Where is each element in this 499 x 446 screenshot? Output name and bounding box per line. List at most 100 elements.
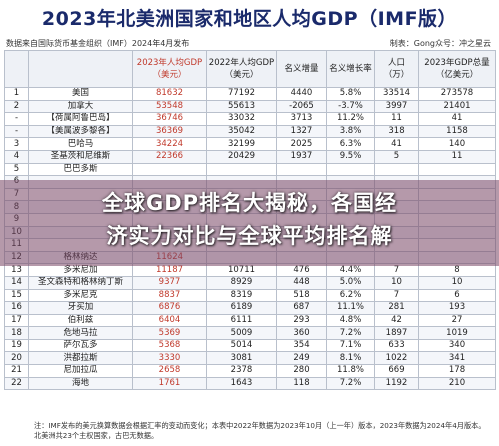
cell-country: 洪都拉斯 (28, 351, 133, 366)
cell-total-gdp: 6 (418, 288, 496, 303)
cell-gdp-2022: 8319 (206, 288, 277, 303)
cell-gdp-2023: 81632 (132, 87, 207, 101)
cell-total-gdp: 21401 (418, 99, 496, 114)
cell-country: 危地马拉 (28, 326, 133, 340)
footnote-line-1: 注：IMF发布的美元换算数据会根据汇率的变动而变化；本表中2022年数据为202… (34, 421, 486, 430)
cell-gdp-2022: 5009 (206, 326, 277, 340)
cell-growth-rate: 6.3% (326, 137, 375, 151)
cell-gdp-2023: 3330 (132, 351, 207, 366)
cell-gdp-2023: 6876 (132, 301, 207, 315)
cell-gdp-2023: 22366 (132, 149, 207, 164)
cell-country: 多米尼克 (28, 288, 133, 303)
cell-total-gdp: 210 (418, 376, 496, 391)
cell-nominal-increase: 1937 (276, 149, 327, 164)
cell-rank: 22 (4, 376, 29, 391)
cell-population: 41 (374, 137, 419, 151)
cell-population: 669 (374, 364, 419, 378)
header-population: 人口 （万） (374, 50, 419, 88)
table-credit: 制表：Gong众号：冲之星云 (389, 39, 491, 48)
cell-country: 海地 (28, 376, 133, 391)
cell-population: 3997 (374, 99, 419, 114)
cell-country: 萨尔瓦多 (28, 338, 133, 353)
header-country (28, 50, 133, 88)
cell-rank: 15 (4, 288, 29, 303)
cell-population: 318 (374, 124, 419, 139)
cell-gdp-2023: 9377 (132, 275, 207, 290)
table-row: 19 萨尔瓦多 5368 5014 354 7.1% 633 340 (4, 338, 496, 353)
table-row: 22 海地 1761 1643 118 7.2% 1192 210 (4, 376, 496, 391)
cell-total-gdp: 273578 (418, 87, 496, 101)
footnote-line-2: 北美洲共23个主权国家，古巴无数据。 (34, 431, 159, 440)
table-row: - 【荷属阿鲁巴岛】 36746 33032 3713 11.2% 11 41 (4, 112, 496, 126)
header-rank (4, 50, 29, 88)
cell-population: 33514 (374, 87, 419, 101)
cell-country: 加拿大 (28, 99, 133, 114)
cell-population: 281 (374, 301, 419, 315)
table-row: - 【美属波多黎各】 36369 35042 1327 3.8% 318 1158 (4, 124, 496, 139)
cell-growth-rate: -3.7% (326, 99, 375, 114)
cell-population (374, 162, 419, 177)
cell-growth-rate: 3.8% (326, 124, 375, 139)
cell-total-gdp: 41 (418, 112, 496, 126)
cell-population: 5 (374, 149, 419, 164)
cell-gdp-2022: 35042 (206, 124, 277, 139)
cell-country: 巴巴多斯 (28, 162, 133, 177)
cell-nominal-increase: 4440 (276, 87, 327, 101)
cell-gdp-2023: 34224 (132, 137, 207, 151)
overlay-banner (0, 180, 499, 266)
overlay-banner-text: 全球GDP排名大揭秘，各国经 济实力对比与全球平均排名解 (0, 187, 499, 253)
cell-nominal-increase: 249 (276, 351, 327, 366)
cell-gdp-2023: 1761 (132, 376, 207, 391)
cell-gdp-2022: 33032 (206, 112, 277, 126)
cell-country: 圣基茨和尼维斯 (28, 149, 133, 164)
cell-gdp-2022: 3081 (206, 351, 277, 366)
table-title: 2023年北美洲国家和地区人均GDP（IMF版） (41, 8, 458, 30)
cell-country: 圣文森特和格林纳丁斯 (28, 275, 133, 290)
cell-nominal-increase: 280 (276, 364, 327, 378)
cell-rank: 1 (4, 87, 29, 101)
cell-growth-rate: 9.5% (326, 149, 375, 164)
cell-total-gdp: 340 (418, 338, 496, 353)
cell-rank: 5 (4, 162, 29, 177)
table-row: 2 加拿大 53548 55613 -2065 -3.7% 3997 21401 (4, 99, 496, 114)
cell-gdp-2022 (206, 162, 277, 177)
cell-rank: 4 (4, 149, 29, 164)
cell-gdp-2023: 36746 (132, 112, 207, 126)
cell-rank: 20 (4, 351, 29, 366)
cell-gdp-2023: 2658 (132, 364, 207, 378)
cell-gdp-2023: 8837 (132, 288, 207, 303)
cell-nominal-increase (276, 162, 327, 177)
header-total-gdp: 2023年GDP总量 （亿美元） (418, 50, 496, 88)
cell-rank: 17 (4, 313, 29, 328)
cell-country: 巴哈马 (28, 137, 133, 151)
banner-line-2: 济实力对比与全球平均排名解 (106, 224, 393, 248)
cell-nominal-increase: 448 (276, 275, 327, 290)
cell-growth-rate: 8.1% (326, 351, 375, 366)
cell-total-gdp: 27 (418, 313, 496, 328)
table-row: 15 多米尼克 8837 8319 518 6.2% 7 6 (4, 288, 496, 303)
cell-gdp-2023 (132, 162, 207, 177)
cell-nominal-increase: 293 (276, 313, 327, 328)
table-row: 4 圣基茨和尼维斯 22366 20429 1937 9.5% 5 11 (4, 149, 496, 164)
table-row: 1 美国 81632 77192 4440 5.8% 33514 273578 (4, 87, 496, 101)
cell-rank: 19 (4, 338, 29, 353)
cell-gdp-2022: 55613 (206, 99, 277, 114)
cell-country: 牙买加 (28, 301, 133, 315)
cell-gdp-2022: 20429 (206, 149, 277, 164)
cell-nominal-increase: 2025 (276, 137, 327, 151)
cell-rank: 16 (4, 301, 29, 315)
header-gdp-2023: 2023年人均GDP （美元） (132, 50, 207, 88)
cell-nominal-increase: 354 (276, 338, 327, 353)
cell-rank: - (4, 112, 29, 126)
cell-gdp-2023: 53548 (132, 99, 207, 114)
cell-population: 11 (374, 112, 419, 126)
cell-total-gdp: 140 (418, 137, 496, 151)
cell-gdp-2023: 5368 (132, 338, 207, 353)
cell-total-gdp: 193 (418, 301, 496, 315)
header-nominal-increase: 名义增量 (276, 50, 327, 88)
cell-population: 7 (374, 288, 419, 303)
cell-nominal-increase: 518 (276, 288, 327, 303)
cell-total-gdp: 178 (418, 364, 496, 378)
banner-line-1: 全球GDP排名大揭秘，各国经 (101, 191, 398, 215)
header-growth-rate: 名义增长率 (326, 50, 375, 88)
